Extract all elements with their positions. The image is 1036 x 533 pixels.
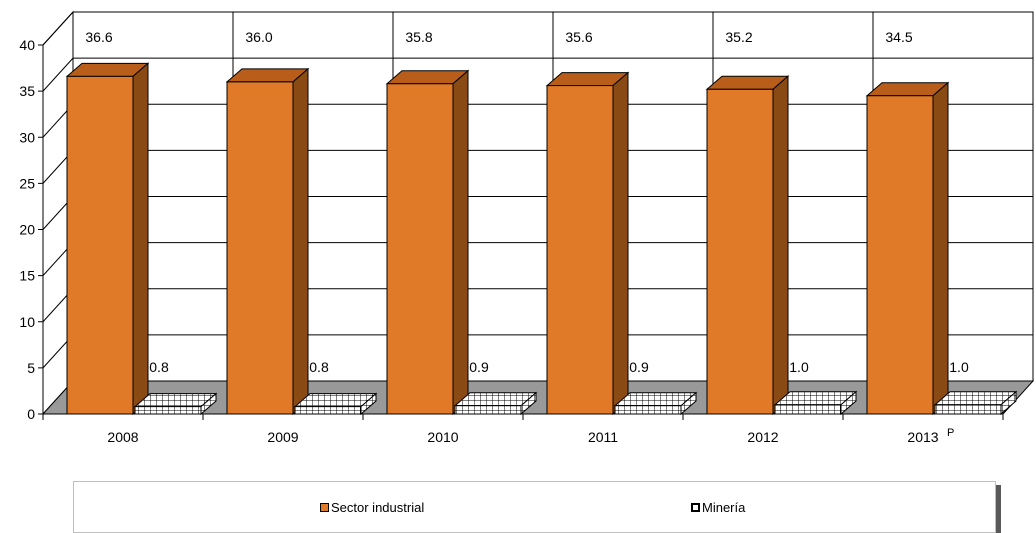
data-label: 36.6	[85, 29, 112, 45]
x-tick-label: 2011	[588, 429, 618, 445]
data-label: 0.8	[149, 359, 169, 375]
data-label: 1.0	[789, 359, 809, 375]
bar-mineria	[134, 406, 202, 415]
y-tick-label: 30	[19, 129, 35, 145]
bar-sector-industrial	[386, 83, 454, 415]
legend: Sector industrial Minería	[73, 481, 996, 533]
bar-sector-industrial-side	[452, 69, 469, 416]
data-label: 1.0	[949, 359, 969, 375]
legend-item-sector-industrial: Sector industrial	[320, 500, 424, 515]
x-tick-label: 2009	[267, 429, 298, 445]
bar-sector-industrial	[546, 85, 614, 415]
data-label: 0.9	[469, 359, 489, 375]
legend-swatch-white	[691, 503, 700, 512]
y-tick-label: 40	[19, 37, 35, 53]
data-label: 0.9	[629, 359, 649, 375]
bar-sector-industrial	[226, 81, 294, 415]
gridline-side	[42, 11, 74, 46]
y-tick-label: 15	[19, 268, 35, 284]
x-tick-label: 2010	[427, 429, 458, 445]
data-label: 35.6	[565, 29, 592, 45]
y-tick-label: 10	[19, 314, 35, 330]
legend-item-mineria: Minería	[691, 500, 745, 515]
legend-label: Sector industrial	[331, 500, 425, 515]
y-tick-label: 20	[19, 222, 35, 238]
data-label: 35.2	[725, 29, 752, 45]
data-label: 34.5	[885, 29, 912, 45]
gridline-side	[42, 57, 74, 92]
y-tick-label: 35	[19, 83, 35, 99]
bar-mineria	[294, 406, 362, 415]
x-tick-superscript: P	[947, 427, 954, 439]
x-tick-label: 2013	[907, 429, 938, 445]
legend-shadow	[996, 485, 1001, 533]
data-label: 36.0	[245, 29, 272, 45]
bar-sector-industrial-side	[772, 75, 789, 416]
y-tick-label: 0	[27, 406, 35, 422]
bar-sector-industrial	[706, 88, 774, 415]
bar-sector-industrial-side	[612, 71, 629, 416]
bar-sector-industrial	[866, 95, 934, 415]
bar-sector-industrial-side	[292, 67, 309, 416]
x-tick-label: 2008	[107, 429, 138, 445]
bar-sector-industrial	[66, 75, 134, 415]
bar-mineria	[774, 404, 842, 415]
bar-mineria	[934, 404, 1002, 415]
legend-label: Minería	[702, 500, 746, 515]
bar-sector-industrial-side	[932, 81, 949, 416]
data-label: 35.8	[405, 29, 432, 45]
y-tick-label: 25	[19, 175, 35, 191]
data-label: 0.8	[309, 359, 329, 375]
bar-mineria	[454, 405, 522, 415]
bar-chart: 0 5 10 15 20 25 30 35 40 36.6 0.8 2008 36.0 0.8 2009 35…	[19, 10, 1035, 445]
bar-sector-industrial-side	[132, 62, 149, 416]
x-tick-label: 2012	[747, 429, 778, 445]
bar-mineria	[614, 405, 682, 415]
y-tick-label: 5	[27, 360, 35, 376]
legend-swatch-orange	[320, 503, 329, 512]
